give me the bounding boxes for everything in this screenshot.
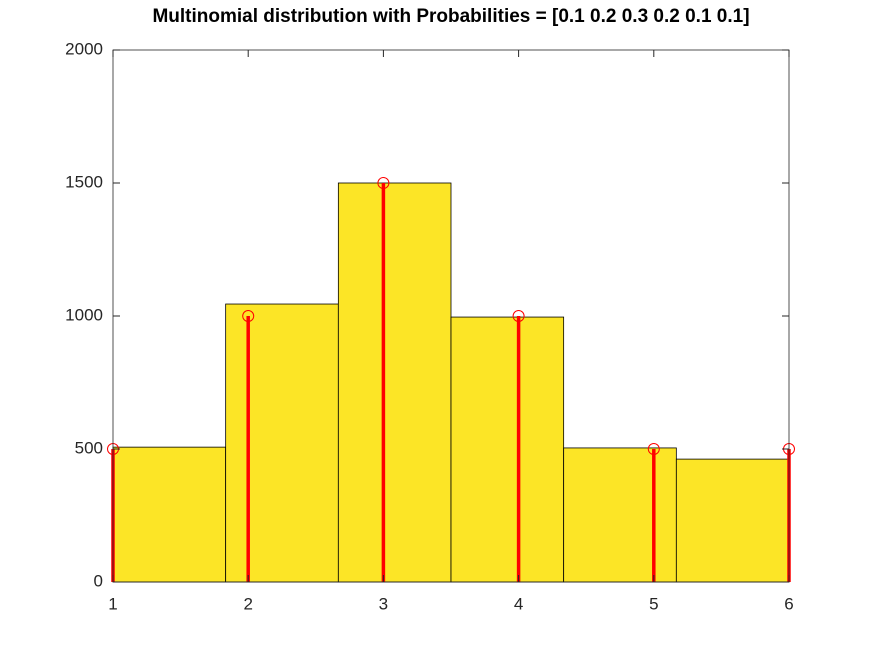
- stem-marker: [377, 177, 390, 189]
- stem-marker: [242, 310, 255, 322]
- y-tick-label: 0: [94, 571, 103, 590]
- bar: [563, 447, 677, 583]
- bar: [675, 458, 790, 583]
- bar: [450, 316, 565, 583]
- x-tick-label: 1: [108, 594, 117, 613]
- y-tick-label: 1500: [65, 172, 103, 191]
- bar: [112, 446, 227, 583]
- x-tick-label: 2: [243, 594, 252, 613]
- y-tick-label: 500: [75, 438, 103, 457]
- stem-marker: [512, 310, 525, 322]
- x-tick-label: 5: [649, 594, 658, 613]
- y-tick-label: 1000: [65, 305, 103, 324]
- bar: [225, 303, 339, 583]
- x-tick-label: 3: [379, 594, 388, 613]
- stem-marker: [647, 443, 660, 455]
- x-tick-label: 6: [784, 594, 793, 613]
- chart-title: Multinomial distribution with Probabilit…: [152, 6, 749, 27]
- y-tick-label: 2000: [65, 39, 103, 58]
- x-tick-label: 4: [514, 594, 523, 613]
- bar: [337, 182, 452, 583]
